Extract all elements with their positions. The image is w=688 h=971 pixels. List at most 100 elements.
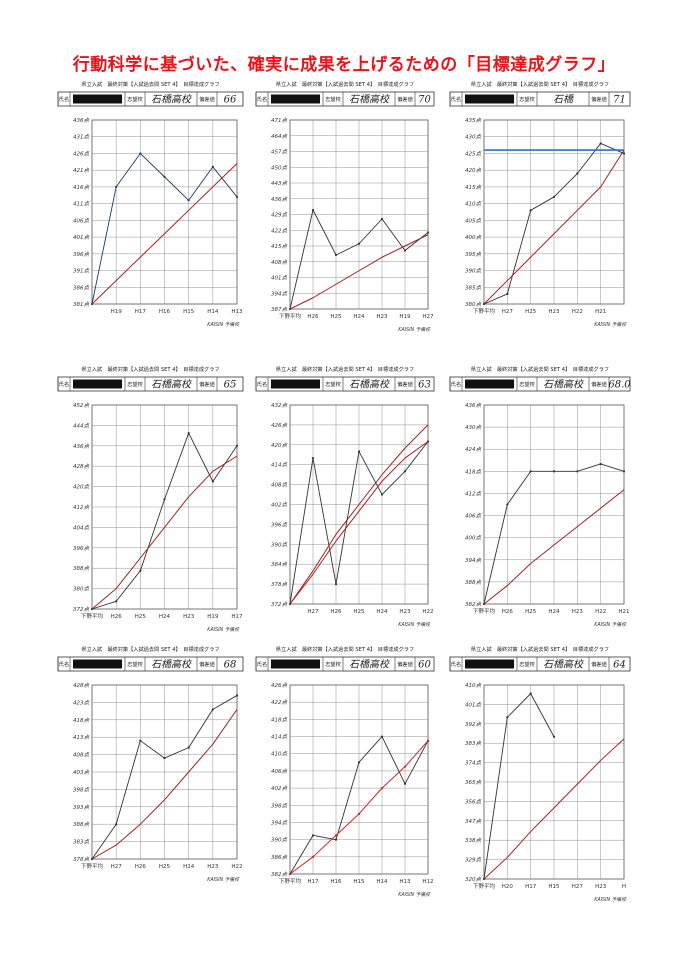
hensachi-label: 偏差値 bbox=[591, 380, 607, 388]
x-tick-label: 下野平均 bbox=[81, 862, 104, 870]
target-line bbox=[483, 738, 625, 880]
x-tick-label: H17 bbox=[135, 309, 147, 315]
chart-header-caption: 県立入試 最終対策【入試過去問 SET 4】 目標達成グラフ bbox=[471, 365, 609, 373]
school-value: 石橋高校 bbox=[151, 659, 193, 671]
x-tick-label: H24 bbox=[183, 864, 195, 870]
y-tick-label: 425点 bbox=[465, 150, 482, 157]
page-title: 行動科学に基づいた、確実に成果を上げるための「目標達成グラフ」 bbox=[72, 55, 616, 75]
x-tick-label: H24 bbox=[353, 314, 365, 320]
x-tick-label: H26 bbox=[135, 864, 147, 870]
score-point bbox=[311, 834, 315, 837]
y-tick-label: 390点 bbox=[271, 541, 288, 548]
y-tick-label: 338点 bbox=[465, 837, 482, 844]
redacted-name bbox=[271, 379, 320, 389]
chart-header-caption: 県立入試 最終対策【入試過去問 SET 4】 目標達成グラフ bbox=[81, 80, 219, 88]
y-tick-label: 443点 bbox=[271, 180, 288, 187]
y-tick-label: 410点 bbox=[271, 751, 288, 758]
score-point bbox=[403, 782, 407, 785]
score-point bbox=[211, 480, 214, 483]
score-point bbox=[311, 456, 315, 460]
x-tick-label: H15 bbox=[183, 309, 195, 315]
y-tick-label: 402点 bbox=[271, 785, 288, 792]
score-point bbox=[403, 249, 407, 252]
hensachi-value: 65 bbox=[224, 380, 237, 391]
school-label: 志望校 bbox=[127, 95, 143, 103]
x-tick-label: H25 bbox=[525, 609, 537, 615]
score-point bbox=[380, 735, 384, 738]
y-tick-label: 411点 bbox=[73, 201, 90, 208]
redacted-name bbox=[73, 659, 122, 669]
y-tick-label: 412点 bbox=[465, 490, 482, 497]
score-chart: 県立入試 最終対策【入試過去問 SET 4】 目標達成グラフ氏名 志望校 石橋高校偏… bbox=[255, 80, 435, 333]
target-point bbox=[403, 765, 407, 768]
y-tick-label: 426点 bbox=[271, 682, 288, 689]
score-chart-card: 県立入試 最終対策【入試過去問 SET 4】 目標達成グラフ 氏名 志望校 石橋高校偏… bbox=[57, 80, 244, 330]
x-tick-label: H13 bbox=[399, 879, 411, 885]
x-tick-label: H bbox=[622, 884, 626, 890]
score-chart: 県立入試 最終対策【入試過去問 SET 4】 目標達成グラフ氏名 志望校 石橋高校偏… bbox=[255, 365, 435, 628]
y-tick-label: 432点 bbox=[271, 402, 288, 409]
score-chart: 県立入試 最終対策【入試過去問 SET 4】 目標達成グラフ氏名 志望校 石橋高校偏… bbox=[255, 645, 435, 898]
score-point bbox=[380, 493, 384, 496]
x-tick-label: H24 bbox=[548, 609, 560, 615]
y-tick-label: 390点 bbox=[271, 837, 288, 844]
credit-label: KAISIN 予備校 bbox=[207, 876, 240, 883]
x-tick-label: H16 bbox=[159, 309, 171, 315]
score-chart-card: 県立入試 最終対策【入試過去問 SET 4】 目標達成グラフ 氏名 志望校 石橋高校偏… bbox=[57, 365, 244, 635]
score-point bbox=[426, 231, 430, 234]
x-tick-label: H27 bbox=[422, 314, 434, 320]
x-tick-label: H23 bbox=[399, 609, 411, 615]
name-label: 氏名 bbox=[59, 95, 69, 103]
score-point bbox=[235, 195, 239, 199]
x-tick-label: H25 bbox=[353, 609, 365, 615]
y-tick-label: 471点 bbox=[271, 117, 288, 124]
redacted-name bbox=[465, 659, 514, 669]
score-point bbox=[139, 739, 142, 742]
name-label: 氏名 bbox=[451, 380, 461, 388]
hensachi-label: 偏差値 bbox=[591, 95, 607, 103]
y-tick-label: 365点 bbox=[465, 779, 482, 786]
score-point bbox=[334, 583, 338, 586]
score-point bbox=[506, 716, 509, 719]
y-tick-label: 423点 bbox=[73, 699, 90, 706]
y-tick-label: 428点 bbox=[73, 463, 90, 470]
hensachi-value: 71 bbox=[613, 95, 626, 106]
score-point bbox=[599, 462, 602, 466]
y-tick-label: 415点 bbox=[271, 243, 288, 250]
x-tick-label: H26 bbox=[502, 609, 514, 615]
y-tick-label: 403点 bbox=[73, 769, 90, 776]
credit-label: KAISIN 予備校 bbox=[207, 321, 240, 328]
y-tick-label: 395点 bbox=[465, 251, 482, 258]
score-point bbox=[187, 431, 190, 435]
hensachi-value: 63 bbox=[418, 380, 431, 391]
y-tick-label: 414点 bbox=[271, 462, 288, 469]
y-tick-label: 396点 bbox=[271, 521, 288, 528]
hensachi-value: 70 bbox=[418, 95, 431, 106]
y-tick-label: 374点 bbox=[465, 760, 482, 767]
y-tick-label: 372点 bbox=[73, 606, 90, 613]
score-point bbox=[506, 503, 509, 506]
school-label: 志望校 bbox=[519, 660, 535, 668]
school-label: 志望校 bbox=[325, 380, 341, 388]
target-point bbox=[357, 812, 361, 815]
x-tick-label: H27 bbox=[307, 609, 319, 615]
y-tick-label: 406点 bbox=[271, 768, 288, 775]
score-point bbox=[622, 470, 626, 473]
x-tick-label: H17 bbox=[307, 879, 319, 885]
y-tick-label: 383点 bbox=[73, 839, 90, 846]
y-tick-label: 393点 bbox=[73, 804, 90, 811]
y-tick-label: 394点 bbox=[465, 557, 482, 564]
score-chart-card: 県立入試 最終対策【入試過去問 SET 4】 目標達成グラフ 氏名 志望校 石橋高校偏… bbox=[255, 365, 435, 630]
x-tick-label: H21 bbox=[618, 609, 629, 615]
x-tick-label: H21 bbox=[595, 309, 606, 315]
credit-label: KAISIN 予備校 bbox=[207, 626, 240, 633]
y-tick-label: 392点 bbox=[465, 721, 482, 728]
target-line bbox=[91, 163, 238, 305]
score-chart-card: 県立入試 最終対策【入試過去問 SET 4】 目標達成グラフ 氏名 志望校 石橋高校偏… bbox=[255, 645, 435, 900]
score-chart: 県立入試 最終対策【入試過去問 SET 4】 目標達成グラフ氏名 志望校 石橋高校偏… bbox=[57, 365, 244, 633]
hensachi-label: 偏差値 bbox=[397, 380, 413, 388]
redacted-name bbox=[271, 659, 320, 669]
chart-header-caption: 県立入試 最終対策【入試過去問 SET 4】 目標達成グラフ bbox=[81, 645, 219, 653]
x-tick-label: H26 bbox=[307, 314, 319, 320]
school-label: 志望校 bbox=[325, 660, 341, 668]
